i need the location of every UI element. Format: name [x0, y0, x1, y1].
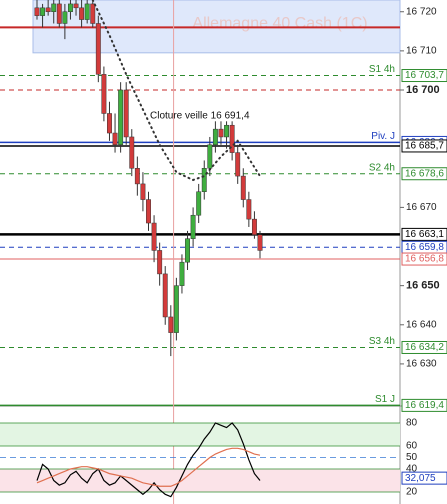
level-label-box [401, 69, 447, 83]
indicator-band [0, 469, 400, 493]
level-label: 16 685,7 [405, 141, 444, 152]
chart-title: Allemagne 40 Cash (1C) [192, 15, 367, 32]
level-label-box [401, 167, 447, 181]
indicator-tick-label: 80 [406, 418, 418, 429]
annotation: Cloture veille 16 691,4 [150, 110, 250, 121]
candle-body [140, 183, 146, 200]
candle-body [173, 285, 179, 333]
candle-body [235, 152, 241, 177]
y-tick-label: 16 670 [406, 202, 437, 213]
candle-body [151, 222, 157, 251]
indicator-line [36, 422, 261, 498]
last-value: 32,075 [405, 473, 436, 484]
candle-body [118, 89, 124, 146]
level-label-box [401, 252, 447, 266]
candle-body [190, 214, 196, 239]
last-value-box [401, 471, 447, 485]
candle-body [185, 238, 190, 263]
level-label: 16 663,1 [405, 229, 444, 240]
candle-body [179, 261, 185, 286]
y-tick-label: 16 650 [406, 280, 440, 292]
candle-body [240, 175, 246, 200]
candle-body [224, 124, 230, 138]
candle-body [45, 7, 51, 12]
level-label: 16 678,6 [405, 168, 444, 179]
candle-body [34, 7, 40, 16]
candle-body [79, 7, 85, 20]
dotted-line [91, 0, 261, 182]
candle-body [162, 273, 168, 318]
level-label: 16 619,4 [405, 400, 444, 411]
y-tick-label: 16 630 [406, 359, 437, 370]
candle-body [101, 74, 107, 114]
candle-body [134, 168, 140, 185]
candle-body [73, 3, 79, 9]
candle-body [62, 11, 68, 24]
level-label-box [401, 227, 447, 241]
level-label: 16 703,7 [405, 70, 444, 81]
candle-body [129, 136, 135, 169]
level-name: S1 4h [369, 64, 395, 75]
candle-body [257, 234, 263, 251]
candle-body [201, 168, 207, 192]
y-tick-label: 16 640 [406, 319, 437, 330]
indicator-tick-label: 50 [406, 452, 418, 463]
y-tick-label: 16 710 [406, 46, 437, 57]
level-name: S2 4h [369, 162, 395, 173]
candle-body [229, 124, 235, 153]
candle-body [112, 132, 118, 146]
level-label: 16 659,8 [405, 242, 444, 253]
y-tick-label: 16 720 [406, 6, 437, 17]
candle-body [168, 316, 174, 333]
indicator-line [36, 447, 261, 487]
candle-body [123, 89, 129, 138]
candle-body [84, 3, 90, 20]
level-label-box [401, 139, 447, 153]
candle-body [251, 218, 257, 236]
indicator-tick-label: 40 [406, 464, 418, 475]
candle-body [40, 7, 46, 16]
level-name: S1 J [375, 394, 395, 405]
candle-body [90, 3, 96, 24]
candle-body [146, 199, 151, 224]
level-name: Piv. J [371, 131, 395, 142]
candle-body [207, 144, 213, 169]
candle-body [51, 3, 57, 12]
candle-body [107, 113, 112, 134]
level-name: S3 4h [369, 336, 395, 347]
candle-body [56, 3, 62, 24]
candle-body [246, 199, 252, 220]
candle-body [68, 3, 73, 12]
indicator-tick-label: 20 [406, 487, 418, 498]
level-label: 16 656,8 [405, 254, 444, 265]
candle-body [218, 128, 224, 138]
indicator-tick-label: 60 [406, 441, 418, 452]
y-tick-label: 16 700 [406, 84, 440, 96]
level-label-box [401, 340, 447, 354]
candle-body [212, 128, 218, 146]
candle-body [95, 23, 101, 75]
candle-body [196, 191, 202, 216]
level-label-box [401, 398, 447, 412]
indicator-band [0, 422, 400, 446]
level-label: 16 634,2 [405, 342, 444, 353]
candle-body [157, 250, 163, 275]
